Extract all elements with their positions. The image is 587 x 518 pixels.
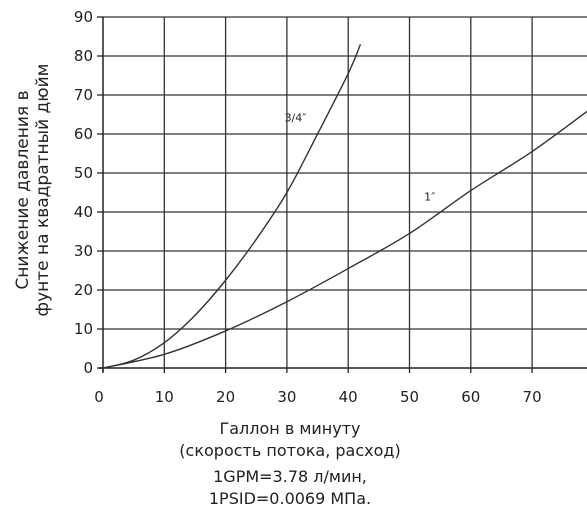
y-tick-label: 10 xyxy=(74,320,93,338)
x-tick-label: 60 xyxy=(461,388,480,406)
x-tick-label: 70 xyxy=(523,388,542,406)
y-tick-label: 30 xyxy=(74,242,93,260)
x-tick-label: 20 xyxy=(216,388,235,406)
y-tick-label: 40 xyxy=(74,203,93,221)
series-lines xyxy=(102,44,587,369)
series-labels: 3/4″ 1″ xyxy=(285,112,436,204)
x-tick-label: 40 xyxy=(339,388,358,406)
y-tick-label: 50 xyxy=(74,164,93,182)
y-tick-label: 60 xyxy=(74,125,93,143)
series-label-three-quarter-inch: 3/4″ xyxy=(285,112,307,125)
y-axis-label-line1: Снижение давления в xyxy=(13,90,33,289)
grid-lines xyxy=(103,16,587,368)
y-tick-label: 70 xyxy=(74,86,93,104)
pressure-drop-chart: 0 10 20 30 40 50 60 70 0 10 20 30 40 50 60 70 80 90 3/4″… xyxy=(13,8,587,406)
y-tick-label: 0 xyxy=(83,359,93,377)
y-tick-label: 20 xyxy=(74,281,93,299)
x-tick-label: 50 xyxy=(400,388,419,406)
x-tick-label: 0 xyxy=(94,388,104,406)
y-tick-label: 90 xyxy=(74,8,93,26)
x-tick-labels: 0 10 20 30 40 50 60 70 xyxy=(94,388,541,406)
unit-note-line1: 1GPM=3.78 л/мин, xyxy=(213,467,367,486)
x-axis-label-line1: Галлон в минуту xyxy=(219,419,361,438)
unit-note-line2: 1PSID=0.0069 МПа. xyxy=(208,489,372,508)
series-line-three-quarter-inch xyxy=(102,44,362,369)
y-tick-labels: 0 10 20 30 40 50 60 70 80 90 xyxy=(74,8,93,377)
axes xyxy=(97,16,587,373)
series-label-one-inch: 1″ xyxy=(424,190,435,203)
x-tick-label: 30 xyxy=(277,388,296,406)
x-tick-label: 10 xyxy=(155,388,174,406)
series-line-one-inch xyxy=(102,110,587,369)
y-axis-label-line2: фунте на квадратный дюйм xyxy=(33,64,53,317)
y-tick-label: 80 xyxy=(74,47,93,65)
x-axis-label-line2: (скорость потока, расход) xyxy=(179,441,401,460)
